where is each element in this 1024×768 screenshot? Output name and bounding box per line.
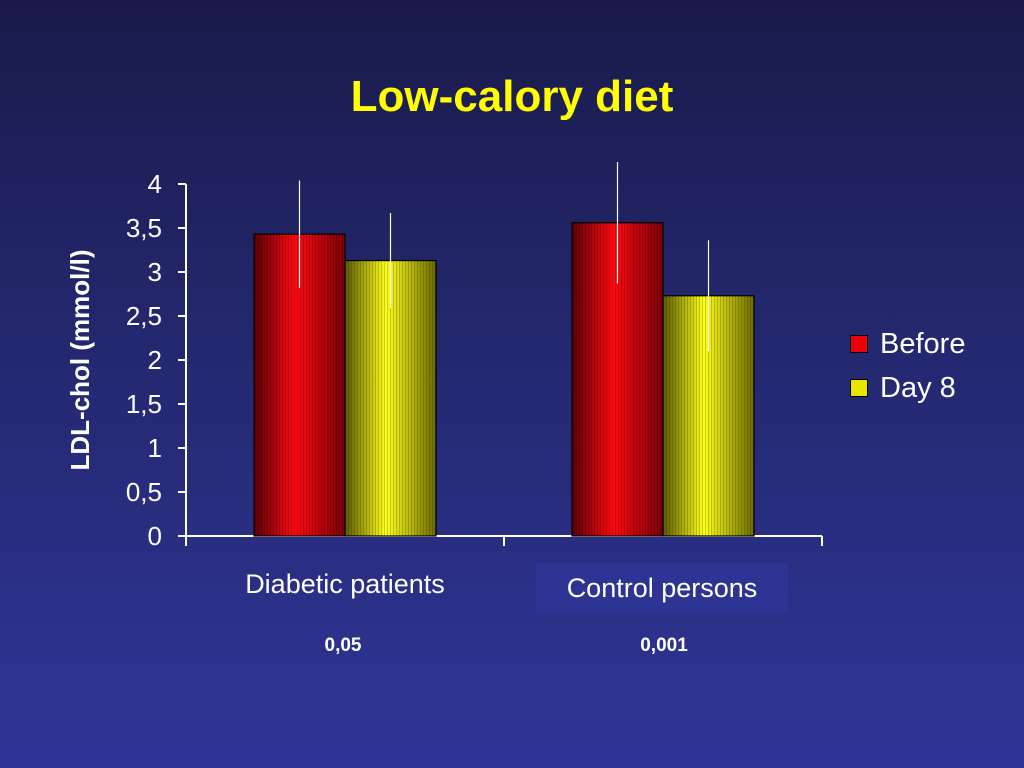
y-tick-label: 0,5 [126,477,162,507]
legend-item-before: Before [850,322,965,366]
y-tick-label: 0 [148,521,162,551]
category-label-control-persons: Control persons [536,563,788,613]
legend-swatch-before [850,335,868,353]
y-tick-label: 4 [148,169,162,199]
y-tick-label: 2,5 [126,301,162,331]
legend-item-day-8: Day 8 [850,366,965,410]
legend: Before Day 8 [850,322,965,410]
y-tick-label: 2 [148,345,162,375]
legend-swatch-day-8 [850,379,868,397]
y-tick-label: 1 [148,433,162,463]
legend-label-before: Before [880,327,966,360]
category-label-diabetic-patients: Diabetic patients [245,569,445,599]
y-tick-label: 1,5 [126,389,162,419]
y-tick-label: 3 [148,257,162,287]
bars [253,162,755,537]
p-value-diabetic-patients: 0,05 [324,635,362,656]
legend-label-day-8: Day 8 [880,371,956,404]
y-axis-title: LDL-chol (mmol/l) [65,250,95,471]
y-tick-label: 3,5 [126,213,162,243]
p-value-control-persons: 0,001 [640,635,688,656]
axes: 0 0,5 1 1,5 2 2,5 3 3,5 4 [126,169,823,551]
chart-title: Low-calory diet [350,72,674,121]
